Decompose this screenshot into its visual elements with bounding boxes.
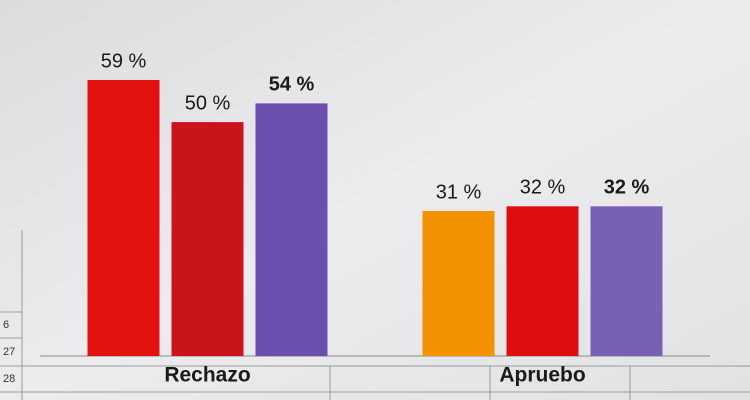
spreadsheet-grid [0, 230, 750, 400]
row-number: 28 [3, 373, 15, 385]
value-label: 32 % [520, 177, 566, 199]
bar [506, 206, 579, 356]
bar [87, 80, 160, 356]
bar [422, 210, 495, 356]
bar [590, 206, 663, 356]
value-label: 59 % [101, 50, 147, 72]
value-label: 50 % [185, 92, 231, 114]
value-label: 32 % [604, 177, 650, 199]
category-label: Apruebo [499, 364, 585, 387]
value-label: 31 % [436, 181, 482, 203]
row-number: 6 [3, 319, 9, 331]
category-label: Rechazo [164, 364, 250, 387]
value-label: 54 % [269, 74, 315, 96]
row-number: 27 [3, 346, 15, 358]
bar [255, 103, 328, 356]
bar [171, 122, 244, 357]
